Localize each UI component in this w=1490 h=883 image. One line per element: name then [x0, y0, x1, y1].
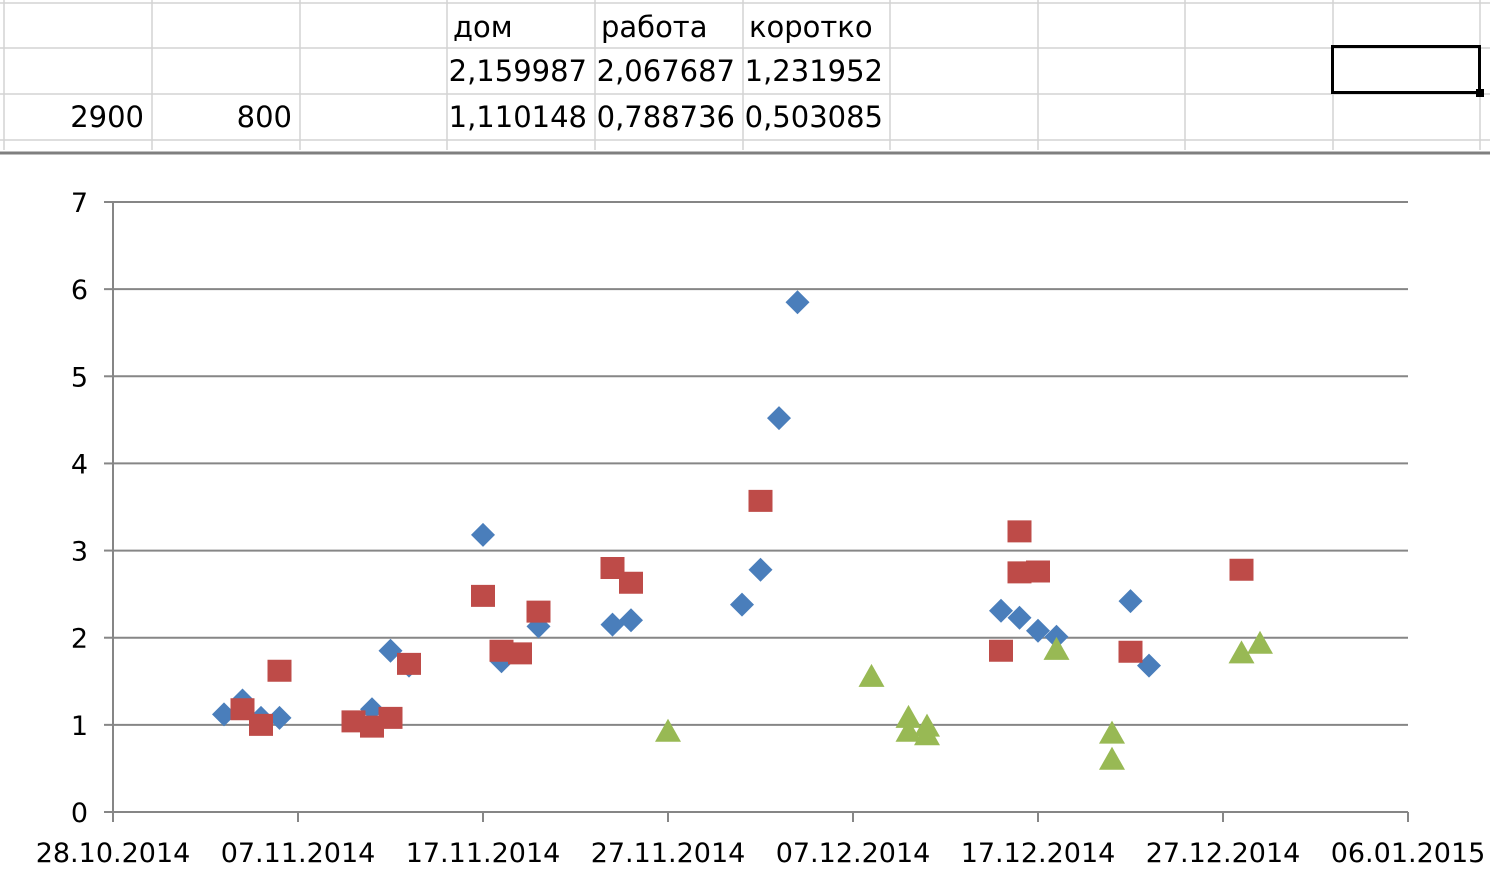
cell-row1-dom[interactable]: 2,159987 — [448, 54, 587, 88]
x-tick-label: 28.10.2014 — [36, 838, 191, 869]
y-tick-label: 3 — [71, 537, 88, 568]
cell-row2-a[interactable]: 2900 — [70, 100, 144, 134]
square-point — [489, 639, 514, 662]
square-point — [600, 557, 625, 579]
diamond-point — [1026, 618, 1050, 643]
cell-row2-b[interactable]: 800 — [236, 100, 292, 134]
diamond-point — [989, 598, 1013, 623]
spreadsheet-area: дом работа коротко 2,159987 2,067687 1,2… — [0, 0, 1490, 155]
selected-cell[interactable] — [1331, 45, 1481, 94]
diamond-point — [730, 592, 754, 617]
cell-row2-korotko[interactable]: 0,503085 — [744, 100, 883, 134]
square-point — [1118, 640, 1143, 663]
triangle-point — [858, 663, 885, 687]
square-point — [989, 639, 1013, 662]
y-tick-label: 5 — [71, 362, 88, 393]
square-point — [526, 600, 551, 623]
diamond-point — [619, 608, 643, 633]
square-point — [508, 642, 532, 665]
diamond-point — [785, 290, 810, 315]
y-tick-label: 0 — [71, 798, 88, 829]
square-point — [360, 715, 384, 738]
cell-row2-dom[interactable]: 1,110148 — [448, 100, 587, 134]
fill-handle[interactable] — [1476, 89, 1484, 97]
x-tick-label: 07.12.2014 — [776, 838, 931, 869]
diamond-point — [1118, 589, 1143, 614]
square-point — [1026, 560, 1050, 583]
diamond-point — [378, 638, 403, 663]
square-point — [1007, 520, 1032, 543]
diamond-point — [360, 697, 384, 722]
triangle-point — [895, 704, 922, 728]
square-point — [378, 706, 403, 729]
square-point — [748, 489, 773, 512]
header-rabota[interactable]: работа — [601, 10, 708, 44]
triangle-point — [914, 722, 940, 746]
x-tick-label: 06.01.2015 — [1331, 838, 1486, 869]
x-tick-label: 07.11.2014 — [221, 838, 376, 869]
triangle-point — [1099, 720, 1125, 744]
x-tick-label: 27.11.2014 — [591, 838, 746, 869]
scatter-chart: 0 1 2 3 4 5 6 7 28.10.2014 07.11.2014 17.11.2014 27… — [36, 188, 1486, 869]
square-point — [619, 571, 643, 594]
cell-row1-korotko[interactable]: 1,231952 — [744, 54, 883, 88]
y-tick-label: 1 — [71, 711, 88, 742]
triangle-point — [1043, 636, 1070, 660]
cell-row1-rabota[interactable]: 2,067687 — [596, 54, 735, 88]
square-point — [1229, 558, 1254, 581]
square-point — [249, 713, 273, 736]
square-point — [230, 698, 255, 721]
diamond-point — [767, 406, 791, 431]
square-point — [341, 710, 366, 733]
spreadsheet-grid — [0, 0, 1490, 155]
diamond-point — [600, 612, 625, 637]
diamond-point — [1044, 624, 1069, 649]
header-korotko[interactable]: коротко — [749, 10, 873, 44]
diamond-point — [267, 705, 292, 730]
x-tick-label: 27.12.2014 — [1146, 838, 1301, 869]
square-point — [1007, 561, 1032, 584]
square-point — [397, 652, 421, 675]
diamond-point — [212, 702, 236, 727]
triangle-point — [655, 718, 681, 742]
x-tick-label: 17.11.2014 — [406, 838, 561, 869]
y-tick-label: 6 — [71, 275, 88, 306]
y-tick-label: 4 — [71, 449, 88, 480]
y-tick-label: 7 — [71, 188, 88, 219]
cell-row2-rabota[interactable]: 0,788736 — [596, 100, 735, 134]
diamond-point — [1007, 605, 1032, 630]
diamond-point — [1137, 653, 1161, 678]
triangle-point — [1247, 630, 1273, 654]
header-dom[interactable]: дом — [453, 10, 513, 44]
triangle-point — [1099, 746, 1125, 770]
square-point — [267, 659, 292, 682]
triangle-point — [1228, 640, 1255, 664]
x-tick-label: 17.12.2014 — [961, 838, 1116, 869]
diamond-point — [471, 522, 495, 547]
y-tick-label: 2 — [71, 624, 88, 655]
square-point — [471, 584, 495, 607]
diamond-point — [748, 557, 773, 582]
